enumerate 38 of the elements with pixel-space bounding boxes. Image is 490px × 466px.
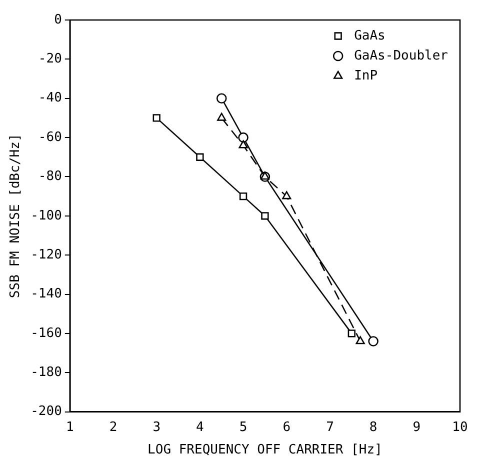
point bbox=[356, 336, 365, 344]
point bbox=[239, 192, 248, 200]
point bbox=[282, 191, 292, 200]
point bbox=[368, 336, 378, 346]
y-tick-label: 0 bbox=[54, 12, 62, 28]
y-tick-label: -160 bbox=[30, 326, 62, 341]
point bbox=[238, 132, 248, 143]
x-tick-label: 2 bbox=[109, 420, 118, 435]
point bbox=[152, 114, 160, 122]
x-tick-label: 1 bbox=[66, 420, 74, 435]
y-axis-title: SSB FM NOISE [dBc/Hz] bbox=[8, 134, 24, 298]
y-tick-label: -140 bbox=[30, 286, 62, 302]
x-tick-label: 7 bbox=[326, 420, 334, 435]
x-tick-label: 5 bbox=[239, 420, 248, 435]
y-tick-label: -200 bbox=[30, 404, 62, 420]
point bbox=[217, 112, 226, 121]
x-tick-label: 10 bbox=[452, 420, 468, 435]
point bbox=[261, 212, 269, 220]
y-tick-label: -120 bbox=[30, 247, 62, 262]
y-tick-label: -20 bbox=[38, 52, 62, 67]
x-tick-label: 4 bbox=[196, 420, 204, 435]
x-tick-label: 8 bbox=[369, 420, 378, 435]
point bbox=[348, 330, 356, 338]
point bbox=[216, 93, 227, 104]
legend-label: InP bbox=[354, 68, 378, 84]
x-axis-title: LOG FREQUENCY OFF CARRIER [Hz] bbox=[148, 442, 382, 458]
y-tick-label: -180 bbox=[30, 364, 62, 380]
y-tick-label: -80 bbox=[38, 169, 62, 184]
x-tick-label: 6 bbox=[282, 420, 291, 435]
legend-label: GaAs bbox=[354, 28, 386, 44]
x-tick-label: 3 bbox=[152, 420, 161, 435]
x-tick-label: 9 bbox=[412, 420, 421, 435]
y-tick-label: -100 bbox=[30, 208, 62, 224]
point bbox=[196, 153, 204, 161]
point bbox=[238, 140, 248, 148]
legend-label: GaAs-Doubler bbox=[354, 48, 448, 64]
y-tick-label: -60 bbox=[38, 130, 62, 145]
y-tick-label: -40 bbox=[38, 90, 62, 106]
